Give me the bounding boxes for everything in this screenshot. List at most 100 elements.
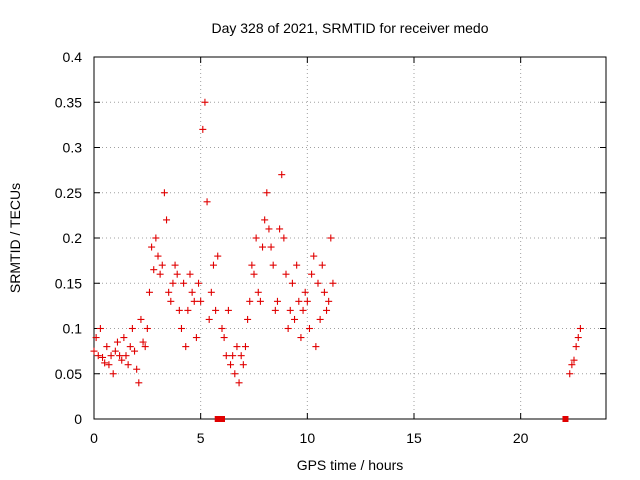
data-point [122, 352, 130, 360]
data-point [195, 279, 203, 287]
data-point [188, 288, 196, 296]
data-point [90, 347, 98, 355]
data-point [209, 261, 217, 269]
y-tick-label: 0.35 [55, 94, 82, 110]
data-point [180, 279, 188, 287]
y-tick-label: 0.05 [55, 366, 82, 382]
y-axis-label: SRMTID / TECUs [7, 183, 23, 293]
data-point [252, 234, 260, 242]
data-point [99, 353, 107, 361]
data-point [96, 325, 104, 332]
data-point [312, 343, 320, 351]
data-point [186, 270, 194, 278]
data-point [158, 261, 166, 269]
data-point [154, 252, 162, 260]
data-point [92, 334, 100, 342]
x-tick-label: 0 [90, 430, 98, 446]
data-point [318, 261, 326, 269]
data-point [163, 216, 171, 224]
data-point [239, 361, 247, 369]
data-point [288, 279, 296, 287]
y-tick-labels: 0 0.05 0.1 0.15 0.2 0.25 0.3 0.35 0.4 [55, 49, 82, 427]
data-point [201, 98, 209, 106]
data-point [316, 315, 324, 323]
data-point [327, 234, 335, 242]
data-point [150, 266, 158, 274]
data-point [152, 234, 160, 242]
data-point [276, 225, 284, 233]
data-point [227, 361, 235, 369]
data-point [267, 243, 275, 251]
x-axis-label: GPS time / hours [297, 457, 404, 473]
data-point [207, 288, 215, 296]
y-tick-label: 0.1 [63, 321, 83, 337]
data-point [273, 297, 281, 305]
x-tick-label: 5 [197, 430, 205, 446]
data-point [323, 306, 331, 314]
data-point [148, 243, 156, 251]
data-point [246, 297, 254, 305]
y-tick-label: 0.3 [63, 140, 83, 156]
data-point [165, 288, 173, 296]
data-point [237, 352, 245, 360]
data-point [199, 125, 207, 133]
data-point [303, 297, 311, 305]
data-point [280, 234, 288, 242]
data-point [286, 306, 294, 314]
x-tick-label: 15 [406, 430, 422, 446]
data-point [156, 270, 164, 278]
y-tick-label: 0.4 [63, 49, 83, 65]
data-point [192, 334, 200, 342]
x-tick-labels: 0 5 10 15 20 [90, 430, 529, 446]
data-point [135, 379, 143, 387]
data-point [568, 361, 576, 369]
data-point [265, 225, 273, 233]
data-point [203, 198, 211, 206]
grid [94, 57, 606, 419]
data-point [284, 325, 292, 332]
data-point [241, 343, 249, 351]
data-point [293, 261, 301, 269]
data-point [101, 359, 109, 367]
data-point [572, 343, 580, 351]
data-point [291, 315, 299, 323]
data-point [137, 315, 145, 323]
data-point [299, 306, 307, 314]
data-point [310, 252, 318, 260]
data-point [297, 334, 305, 342]
data-point [301, 288, 309, 296]
zero-markers [214, 416, 569, 422]
data-point [259, 243, 267, 251]
data-point [111, 347, 119, 355]
data-point [167, 297, 175, 305]
chart-title: Day 328 of 2021, SRMTID for receiver med… [211, 20, 488, 36]
data-point [574, 334, 582, 342]
data-point [320, 288, 328, 296]
data-point [131, 347, 139, 355]
data-point [261, 216, 269, 224]
x-tick-label: 10 [300, 430, 316, 446]
data-point [214, 252, 222, 260]
data-point [169, 279, 177, 287]
y-tick-label: 0.2 [63, 230, 83, 246]
data-point [305, 325, 313, 332]
y-tick-label: 0 [74, 411, 82, 427]
data-point [329, 279, 337, 287]
data-point [128, 325, 136, 332]
data-point [205, 315, 213, 323]
zero-marker [214, 416, 221, 422]
data-point [173, 270, 181, 278]
data-point [139, 338, 147, 346]
data-point [224, 306, 232, 314]
data-point [160, 189, 168, 197]
data-point [175, 306, 183, 314]
x-tick-label: 20 [513, 430, 529, 446]
data-point [233, 343, 241, 351]
data-point [282, 270, 290, 278]
data-point [235, 379, 243, 387]
data-point [263, 189, 271, 197]
data-point [141, 343, 149, 351]
data-point [308, 270, 316, 278]
data-point [248, 261, 256, 269]
